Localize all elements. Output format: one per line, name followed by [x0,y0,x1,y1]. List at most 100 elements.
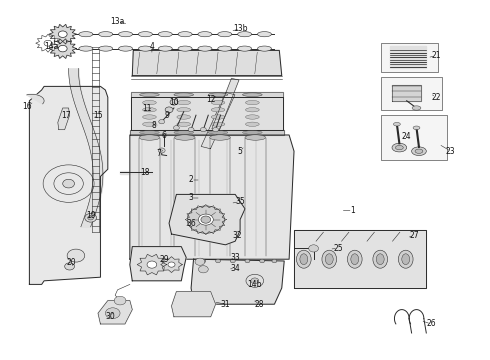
Text: 4: 4 [149,42,154,51]
Ellipse shape [376,254,384,265]
Circle shape [245,259,250,263]
Ellipse shape [412,106,421,110]
Ellipse shape [143,100,156,105]
Circle shape [159,120,165,124]
Ellipse shape [257,32,271,37]
Text: 21: 21 [431,51,441,60]
Ellipse shape [158,46,172,51]
Circle shape [251,278,259,284]
Circle shape [198,266,208,273]
Circle shape [65,263,74,270]
Circle shape [200,127,206,132]
Text: 26: 26 [426,320,436,328]
Text: 23: 23 [446,147,456,156]
Ellipse shape [412,147,426,156]
Text: 25: 25 [333,244,343,253]
Ellipse shape [245,115,259,119]
Ellipse shape [79,46,93,51]
Ellipse shape [211,122,225,126]
Circle shape [230,259,235,263]
Polygon shape [392,85,421,101]
Text: 5: 5 [238,147,243,156]
Ellipse shape [178,32,192,37]
Circle shape [63,179,74,188]
Circle shape [44,40,52,46]
Ellipse shape [143,115,156,119]
Ellipse shape [119,46,133,51]
Text: 27: 27 [409,231,419,240]
Polygon shape [132,50,282,76]
Ellipse shape [211,108,225,112]
Text: 3: 3 [189,194,194,202]
Ellipse shape [218,32,232,37]
Ellipse shape [98,32,113,37]
Text: 36: 36 [186,219,196,228]
Polygon shape [161,257,182,273]
Ellipse shape [257,46,271,51]
Text: 12: 12 [206,94,216,104]
Ellipse shape [393,122,400,126]
Polygon shape [130,130,284,135]
Ellipse shape [198,46,212,51]
Ellipse shape [245,122,259,126]
Circle shape [88,216,94,220]
Polygon shape [36,34,60,52]
Bar [381,43,438,72]
Ellipse shape [210,135,230,140]
Polygon shape [169,194,245,245]
Text: 9: 9 [164,111,169,120]
Ellipse shape [351,254,359,265]
Circle shape [201,216,211,223]
Ellipse shape [140,93,159,96]
Circle shape [158,148,165,153]
Circle shape [85,213,97,222]
Ellipse shape [243,131,262,134]
Circle shape [67,249,85,262]
Ellipse shape [174,135,195,140]
Ellipse shape [296,250,311,268]
Circle shape [165,107,173,113]
Ellipse shape [138,46,152,51]
Polygon shape [98,301,132,324]
Ellipse shape [139,135,160,140]
Text: 30: 30 [105,312,115,321]
Ellipse shape [174,131,194,134]
Circle shape [309,245,318,252]
Ellipse shape [177,115,191,119]
Ellipse shape [395,145,403,150]
Text: 22: 22 [431,93,441,102]
Ellipse shape [402,254,410,265]
Polygon shape [120,171,152,174]
Polygon shape [49,24,76,44]
Ellipse shape [208,93,228,96]
Text: 10: 10 [169,98,179,107]
Text: 24: 24 [402,132,412,141]
Ellipse shape [398,250,413,268]
Ellipse shape [178,46,192,51]
Polygon shape [172,292,216,317]
Ellipse shape [138,32,152,37]
Polygon shape [49,39,76,58]
Circle shape [170,99,178,105]
Polygon shape [137,254,167,275]
Text: 14b: 14b [247,280,262,289]
Circle shape [272,259,277,263]
Text: 13b: 13b [233,24,247,33]
Circle shape [114,296,126,305]
Text: 17: 17 [61,111,71,120]
Polygon shape [185,204,226,235]
Text: 31: 31 [220,300,230,309]
Circle shape [187,206,224,233]
Circle shape [216,259,220,263]
Text: 7: 7 [157,149,162,158]
Circle shape [168,262,175,267]
Ellipse shape [158,32,172,37]
Text: 2: 2 [189,175,194,184]
Circle shape [188,127,194,132]
Ellipse shape [119,32,133,37]
Circle shape [198,214,213,225]
Text: 11: 11 [142,104,152,112]
Polygon shape [27,94,44,104]
Ellipse shape [300,254,308,265]
Circle shape [201,259,206,263]
